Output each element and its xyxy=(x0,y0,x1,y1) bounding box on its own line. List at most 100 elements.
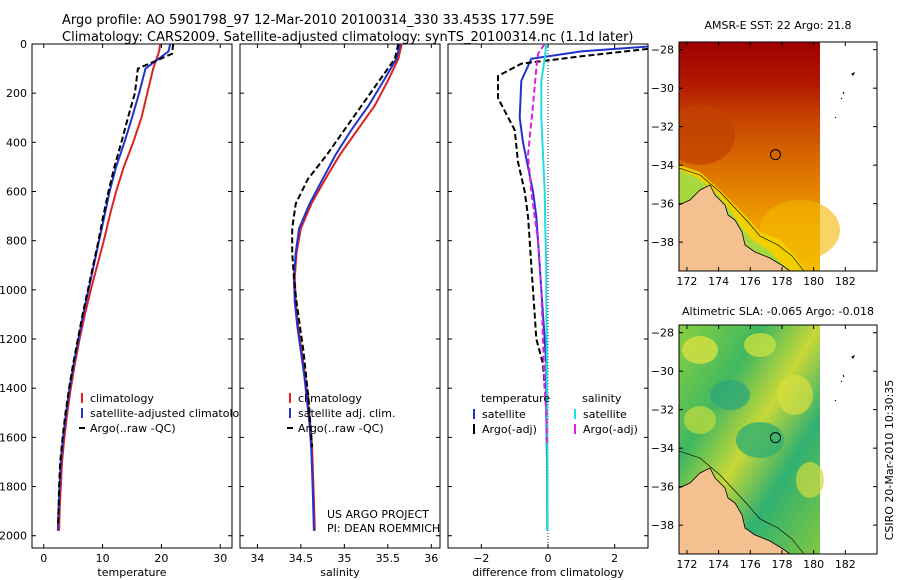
sla-isobath xyxy=(679,450,805,554)
x-tick-label: 34.5 xyxy=(289,552,314,565)
x-tick-label: 0 xyxy=(40,552,47,565)
side-credit: CSIRO 20-Mar-2010 10:30:35 xyxy=(883,380,896,541)
map-x-tick-label: 180 xyxy=(803,275,824,288)
sla-blob-3 xyxy=(710,380,750,410)
map-x-tick-label: 172 xyxy=(676,558,697,571)
x-tick-label: 2 xyxy=(611,552,618,565)
header-line1: Argo profile: AO 5901798_97 12-Mar-2010 … xyxy=(62,13,554,28)
sla-map: Altimetric SLA: -0.065 Argo: -0.018 172 1… xyxy=(651,305,878,571)
sst-argo-marker xyxy=(769,149,781,161)
sla-kermadec-islands xyxy=(834,354,856,402)
map-x-tick-label: 176 xyxy=(740,275,761,288)
legend-label: climatology xyxy=(90,392,154,405)
map-x-tick-label: 174 xyxy=(708,275,729,288)
sla-blob-2 xyxy=(744,333,776,357)
y-tick-label: 0 xyxy=(20,38,27,51)
legend-label: satellite-adjusted climatology xyxy=(90,407,253,420)
header-line2: Climatology: CARS2009. Satellite-adjuste… xyxy=(62,30,634,45)
legend-label: satellite xyxy=(482,408,526,421)
sst-map: AMSR-E SST: 22 Argo: 21.8 172 174 176 178 18… xyxy=(651,19,878,288)
map-x-tick-label: 182 xyxy=(835,275,856,288)
sst-map-frame xyxy=(678,41,878,272)
sst-kermadec-islands xyxy=(834,71,856,119)
map-y-tick-label: −28 xyxy=(651,327,674,340)
x-tick-label: 35 xyxy=(337,552,351,565)
map-y-tick-label: −38 xyxy=(651,236,674,249)
legend-title-temperature: temperature xyxy=(481,392,550,405)
salinity-panel: 34 34.5 35 35.5 36 salinity climatology satelli… xyxy=(239,43,441,579)
map-y-tick-label: −34 xyxy=(651,159,674,172)
map-x-tick-label: 176 xyxy=(740,558,761,571)
map-y-tick-label: −36 xyxy=(651,481,674,494)
series-line-climatology xyxy=(58,44,162,531)
sla-blob-7 xyxy=(796,462,824,498)
y-tick-label: 1000 xyxy=(0,284,27,297)
legend-label: Argo(..raw -QC) xyxy=(90,422,176,435)
series-line-argo-adj xyxy=(526,44,548,443)
sla-argo-marker xyxy=(769,432,781,444)
y-tick-label: 1800 xyxy=(0,481,27,494)
map-x-tick-label: 182 xyxy=(835,558,856,571)
legend-title-salinity: salinity xyxy=(582,392,622,405)
x-axis-label: difference from climatology xyxy=(472,566,624,579)
legend-label: Argo(..raw -QC) xyxy=(298,422,384,435)
sla-land xyxy=(679,467,791,554)
map-x-tick-label: 174 xyxy=(708,558,729,571)
map-y-tick-label: −32 xyxy=(651,121,674,134)
sst-map-title: AMSR-E SST: 22 Argo: 21.8 xyxy=(704,19,851,32)
x-tick-label: 10 xyxy=(96,552,110,565)
legend-label: satellite xyxy=(583,408,627,421)
series-group xyxy=(56,44,175,531)
plot-frame xyxy=(31,43,233,549)
y-tick-label: 1200 xyxy=(0,333,27,346)
y-tick-label: 800 xyxy=(6,235,27,248)
legend-label: Argo(-adj) xyxy=(482,423,537,436)
series-group xyxy=(291,44,403,531)
series-line-argo-raw-qc xyxy=(56,44,175,526)
x-tick-label: 30 xyxy=(213,552,227,565)
map-y-tick-label: −38 xyxy=(651,519,674,532)
x-axis-label: salinity xyxy=(320,566,360,579)
map-x-tick-label: 178 xyxy=(771,275,792,288)
legend-label: climatology xyxy=(298,392,362,405)
x-tick-label: 20 xyxy=(154,552,168,565)
legend-label: Argo(-adj) xyxy=(583,423,638,436)
sst-land xyxy=(679,184,791,271)
series-line-argo-adj xyxy=(497,47,648,389)
map-y-tick-label: −28 xyxy=(651,44,674,57)
map-y-tick-label: −32 xyxy=(651,404,674,417)
x-tick-label: −2 xyxy=(473,552,489,565)
x-tick-label: 35.5 xyxy=(376,552,401,565)
x-axis-label: temperature xyxy=(97,566,166,579)
map-y-tick-label: −30 xyxy=(651,82,674,95)
sst-warm-patch xyxy=(679,105,735,165)
sla-blob-6 xyxy=(736,422,784,458)
map-y-tick-label: −30 xyxy=(651,365,674,378)
sla-blob-5 xyxy=(684,406,716,434)
y-tick-label: 400 xyxy=(6,136,27,149)
map-y-tick-label: −34 xyxy=(651,442,674,455)
plot-frame xyxy=(239,43,441,549)
map-y-tick-label: −36 xyxy=(651,198,674,211)
sla-map-frame xyxy=(678,324,878,555)
project-credit: US ARGO PROJECT xyxy=(327,508,429,521)
sla-blob-1 xyxy=(682,336,718,364)
map-x-tick-label: 180 xyxy=(803,558,824,571)
series-line-argo-raw-qc xyxy=(291,44,400,448)
series-group xyxy=(497,44,648,531)
x-tick-label: 0 xyxy=(545,552,552,565)
y-tick-label: 200 xyxy=(6,87,27,100)
sst-isobath xyxy=(679,167,805,271)
legend-label: satellite adj. clim. xyxy=(298,407,395,420)
temperature-panel: 0 10 20 30 0 200 400 600 800 1000 1200 1400 1600 1800… xyxy=(0,38,253,579)
x-tick-label: 36 xyxy=(424,552,438,565)
y-tick-label: 1600 xyxy=(0,431,27,444)
map-x-tick-label: 172 xyxy=(676,275,697,288)
sla-map-title: Altimetric SLA: -0.065 Argo: -0.018 xyxy=(682,305,874,318)
sla-blob-4 xyxy=(777,375,813,415)
map-x-tick-label: 178 xyxy=(771,558,792,571)
y-tick-label: 2000 xyxy=(0,530,27,543)
y-tick-label: 600 xyxy=(6,186,27,199)
